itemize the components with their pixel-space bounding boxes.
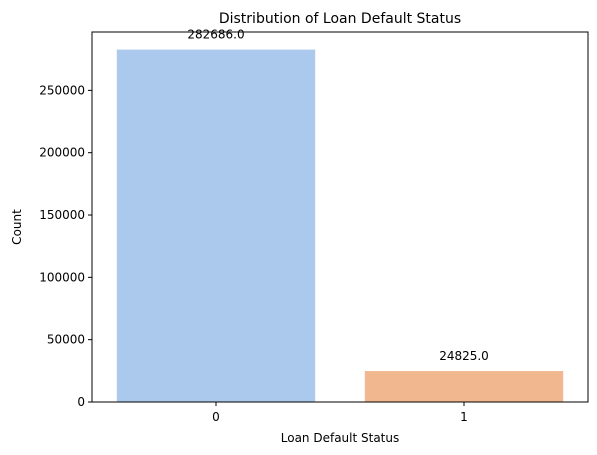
plot-frame bbox=[91, 31, 589, 403]
y-axis-title: Count bbox=[10, 209, 24, 245]
y-tick-label-100000: 100000 bbox=[39, 270, 85, 284]
data-label-1: 24825.0 bbox=[439, 349, 489, 363]
bar-1 bbox=[364, 371, 564, 402]
y-tick-label-150000: 150000 bbox=[39, 208, 85, 222]
y-tick-label-250000: 250000 bbox=[39, 83, 85, 97]
y-tick-label-0: 0 bbox=[77, 395, 85, 409]
data-label-0: 282686.0 bbox=[187, 28, 244, 42]
data-labels-group: 282686.0 24825.0 bbox=[187, 28, 488, 363]
bar-0 bbox=[116, 49, 316, 403]
y-tick-label-200000: 200000 bbox=[39, 146, 85, 160]
x-tick-label-0: 0 bbox=[212, 410, 220, 424]
bars-group bbox=[116, 49, 564, 403]
chart-title: Distribution of Loan Default Status bbox=[219, 11, 461, 27]
y-tick-label-50000: 50000 bbox=[47, 333, 85, 347]
x-tick-label-1: 1 bbox=[460, 410, 468, 424]
y-axis: 0 50000 100000 150000 200000 250000 bbox=[39, 83, 92, 409]
x-axis-title: Loan Default Status bbox=[281, 431, 400, 445]
